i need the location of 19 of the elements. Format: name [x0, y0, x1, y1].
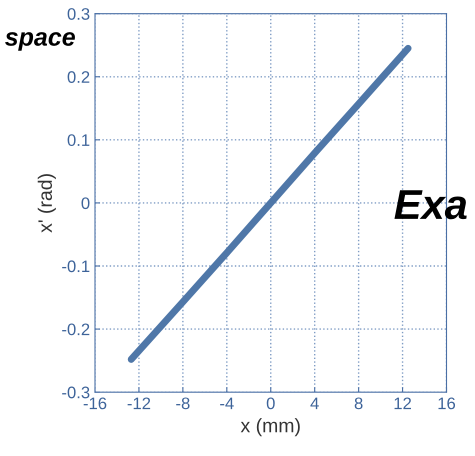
- x-tick-label: -8: [176, 397, 190, 410]
- x-tick-label: -4: [220, 398, 234, 410]
- y-tick-label: -0.3: [62, 386, 90, 398]
- x-tick-label: 0: [266, 397, 275, 410]
- x-tick-label: -16: [84, 397, 106, 410]
- y-tick-label: 0.2: [68, 71, 90, 83]
- y-tick-label: 0.3: [68, 8, 90, 20]
- x-tick-label: 8: [354, 397, 363, 410]
- y-tick-label: 0.1: [68, 134, 90, 146]
- text: space: [5, 32, 75, 51]
- x-tick-label: 12: [394, 397, 411, 410]
- x-tick-label: 16: [438, 397, 456, 410]
- y-tick-label: -0.2: [62, 323, 90, 336]
- x-axis-title: x (mm): [240, 418, 300, 436]
- x-tick-label: 4: [310, 398, 319, 410]
- y-tick-label: 0: [82, 197, 90, 210]
- y-tick-label: -0.1: [62, 260, 90, 272]
- y-axis-title: x' (rad): [38, 174, 56, 233]
- x-tick-label: -12: [128, 397, 150, 410]
